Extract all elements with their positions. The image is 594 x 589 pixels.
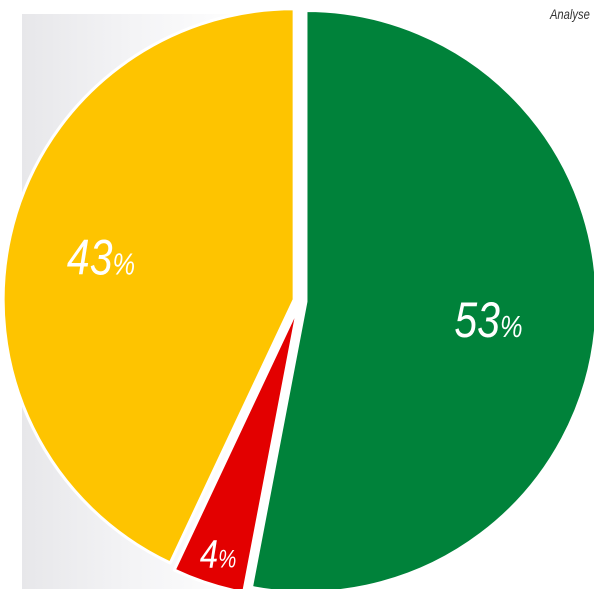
slice-label-number: 43 bbox=[67, 230, 113, 286]
pie-slice-4 bbox=[172, 305, 300, 589]
pie-slice-53 bbox=[249, 9, 594, 589]
corner-label: Analyse bbox=[550, 6, 590, 22]
slice-label-4: 4% bbox=[200, 531, 236, 576]
slice-label-53: 53% bbox=[454, 292, 522, 348]
pie-slice-group-3: 43% bbox=[1, 7, 296, 565]
slice-label-number: 4 bbox=[200, 531, 218, 576]
pie-slice-group-1: 53% bbox=[249, 9, 594, 589]
slice-label-43: 43% bbox=[67, 230, 135, 286]
pie-slice-group-2: 4% bbox=[172, 305, 300, 589]
slice-label-number: 53 bbox=[454, 292, 500, 348]
pie-slice-43 bbox=[1, 7, 296, 565]
slice-label-percent-sign: % bbox=[113, 247, 136, 282]
slice-label-percent-sign: % bbox=[218, 544, 236, 572]
slice-label-percent-sign: % bbox=[500, 309, 523, 344]
